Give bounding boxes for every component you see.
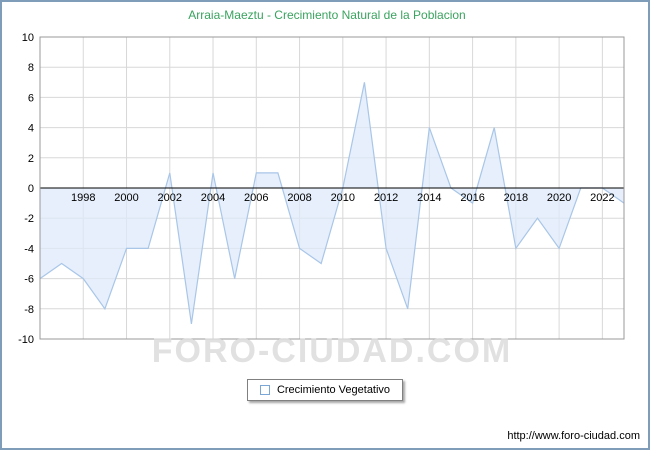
chart-title: Arraia-Maeztu - Crecimiento Natural de l…: [188, 8, 466, 22]
svg-text:8: 8: [28, 62, 34, 74]
svg-text:2012: 2012: [374, 192, 398, 204]
svg-text:0: 0: [28, 183, 34, 195]
svg-text:2008: 2008: [287, 192, 311, 204]
svg-text:-6: -6: [24, 274, 34, 286]
legend-marker-icon: [259, 385, 270, 395]
svg-text:2006: 2006: [244, 192, 268, 204]
svg-text:10: 10: [22, 32, 34, 44]
legend-label: Crecimiento Vegetativo: [276, 384, 391, 396]
svg-text:2016: 2016: [460, 192, 484, 204]
svg-text:2: 2: [28, 153, 34, 165]
svg-text:1998: 1998: [71, 192, 95, 204]
svg-text:2010: 2010: [331, 192, 355, 204]
legend-box: Crecimiento Vegetativo: [246, 379, 404, 401]
site-url-link[interactable]: http://www.foro-ciudad.com: [507, 430, 640, 442]
legend: Crecimiento Vegetativo: [2, 379, 648, 401]
svg-text:2014: 2014: [417, 192, 441, 204]
svg-text:-4: -4: [24, 243, 34, 255]
svg-text:6: 6: [28, 92, 34, 104]
svg-text:2018: 2018: [504, 192, 528, 204]
svg-text:2004: 2004: [201, 192, 225, 204]
svg-text:-2: -2: [24, 213, 34, 225]
svg-text:2002: 2002: [158, 192, 182, 204]
svg-text:4: 4: [28, 123, 34, 135]
svg-text:-8: -8: [24, 304, 34, 316]
svg-text:2020: 2020: [547, 192, 571, 204]
svg-text:-10: -10: [18, 334, 34, 346]
svg-text:2000: 2000: [114, 192, 138, 204]
svg-text:2022: 2022: [590, 192, 614, 204]
